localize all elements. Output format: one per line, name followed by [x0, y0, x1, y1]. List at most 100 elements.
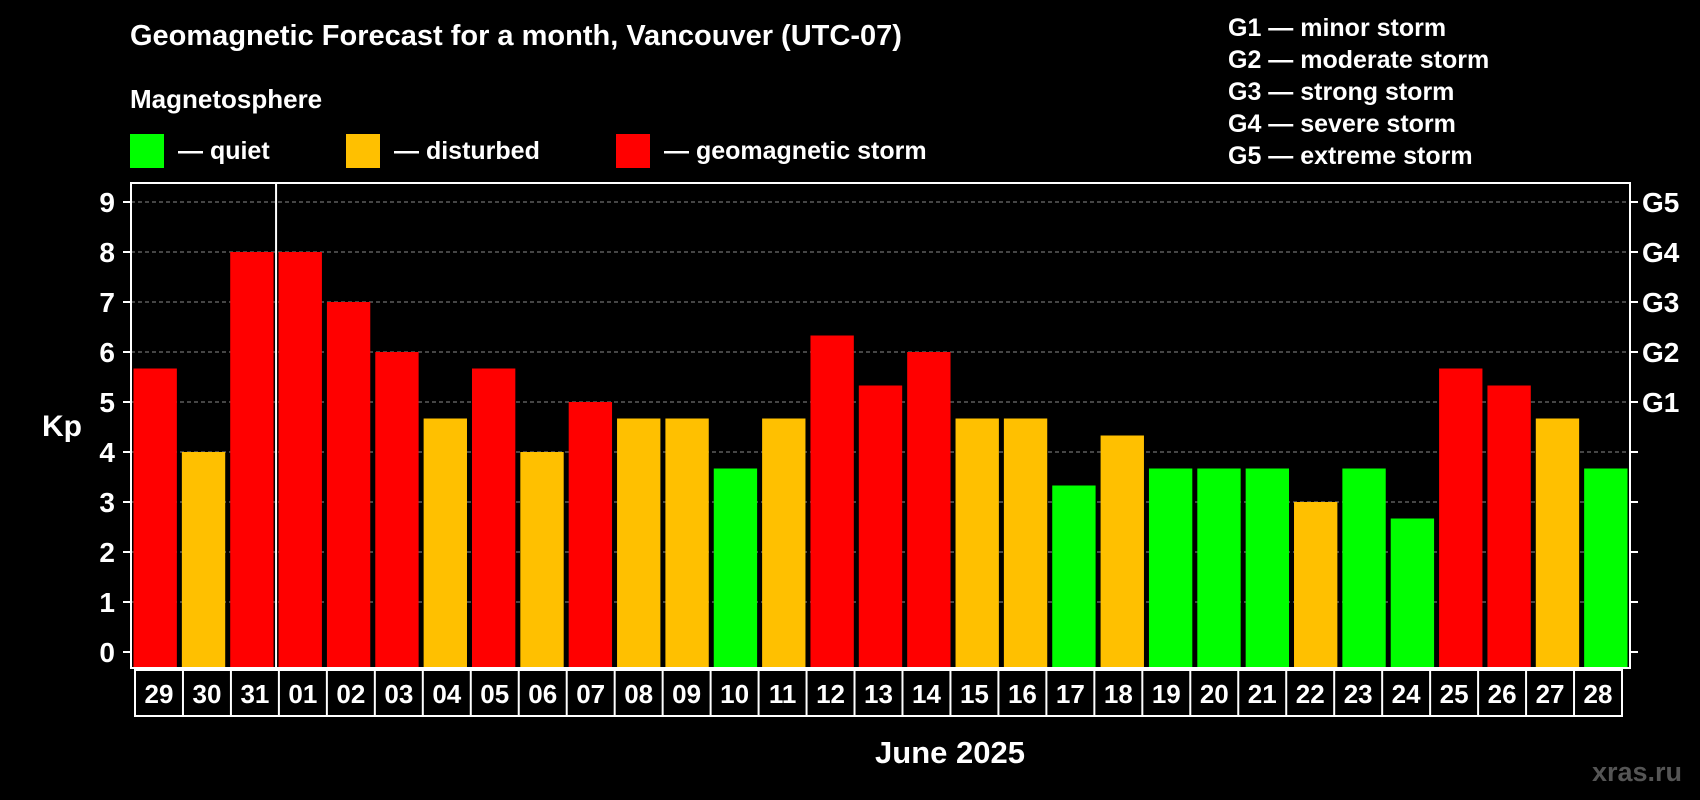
x-tick-label: 21 [1248, 679, 1277, 709]
kp-bar [326, 302, 371, 668]
kp-bar [520, 452, 564, 668]
legend-swatch-disturbed [346, 134, 380, 168]
y-tick-label: 9 [99, 187, 115, 218]
g-scale-tick-label: G4 [1642, 237, 1680, 268]
legend-label-quiet: — quiet [178, 136, 270, 165]
legend-item-quiet: — quiet [130, 134, 270, 168]
y-tick-label: 8 [99, 237, 115, 268]
kp-bar [1535, 418, 1580, 668]
x-tick-label: 14 [912, 679, 941, 709]
x-tick-label: 25 [1440, 679, 1469, 709]
x-tick-label: 12 [816, 679, 845, 709]
kp-bar [1584, 468, 1628, 668]
y-tick-label: 7 [99, 287, 115, 318]
x-tick-label: 18 [1104, 679, 1133, 709]
x-tick-label: 30 [192, 679, 221, 709]
x-tick-label: 09 [672, 679, 701, 709]
x-tick-label: 11 [769, 679, 797, 709]
g-scale-tick-label: G3 [1642, 287, 1679, 318]
kp-bar [762, 418, 806, 668]
kp-bar [617, 418, 661, 668]
x-tick-label: 31 [240, 679, 269, 709]
x-tick-label: 08 [624, 679, 653, 709]
legend-swatch-storm [616, 134, 650, 168]
x-tick-label: 10 [720, 679, 749, 709]
kp-bar [1294, 502, 1338, 668]
x-axis-label: June 2025 [875, 735, 1025, 770]
g-scale-tick-label: G5 [1642, 187, 1679, 218]
kp-bar [713, 468, 758, 668]
kp-bar [423, 418, 467, 668]
kp-bar [858, 385, 903, 668]
kp-bar [1439, 368, 1483, 668]
legend-swatch-quiet [130, 134, 164, 168]
kp-bar [133, 368, 177, 668]
g-scale-tick-label: G1 [1642, 387, 1679, 418]
g-scale-legend: G1 — minor storm G2 — moderate storm G3 … [1228, 12, 1489, 172]
kp-bar [810, 335, 854, 668]
x-tick-label: 26 [1488, 679, 1517, 709]
x-tick-label: 16 [1008, 679, 1037, 709]
g-scale-item-g1: G1 — minor storm [1228, 14, 1447, 42]
kp-bar [1390, 518, 1435, 668]
legend-item-disturbed: — disturbed [346, 134, 540, 168]
y-tick-label: 2 [99, 537, 115, 568]
g-scale-item-g3: G3 — strong storm [1228, 78, 1455, 106]
g-scale-item-g5: G5 — extreme storm [1228, 142, 1473, 170]
y-tick-label: 1 [99, 587, 115, 618]
x-tick-label: 20 [1200, 679, 1229, 709]
x-tick-label: 03 [384, 679, 413, 709]
kp-bar [471, 368, 516, 668]
kp-bar [1487, 385, 1531, 668]
x-tick-label: 05 [480, 679, 509, 709]
legend-label-storm: — geomagnetic storm [664, 136, 927, 165]
x-tick-label: 02 [336, 679, 365, 709]
y-axis-label: Kp [42, 410, 82, 443]
y-tick-label: 0 [99, 637, 115, 668]
x-tick-label: 13 [864, 679, 893, 709]
kp-bar [1197, 468, 1241, 668]
x-tick-label: 07 [576, 679, 605, 709]
g-scale-item-g2: G2 — moderate storm [1228, 46, 1490, 74]
x-tick-label: 17 [1056, 679, 1085, 709]
x-tick-label: 27 [1536, 679, 1565, 709]
y-tick-label: 6 [99, 337, 115, 368]
kp-bar [665, 418, 709, 668]
kp-bar [1052, 485, 1096, 668]
g-scale-item-g4: G4 — severe storm [1228, 110, 1456, 138]
kp-bar [568, 402, 613, 668]
kp-bar [907, 352, 951, 668]
kp-bar [278, 252, 322, 668]
y-tick-label: 3 [99, 487, 115, 518]
x-tick-label: 15 [960, 679, 989, 709]
y-tick-label: 4 [99, 437, 115, 468]
kp-bar [1342, 468, 1386, 668]
kp-bar [1148, 468, 1193, 668]
watermark: xras.ru [1591, 757, 1682, 787]
kp-bar [955, 418, 999, 668]
x-tick-label: 22 [1296, 679, 1325, 709]
y-tick-label: 5 [99, 387, 115, 418]
x-tick-label: 19 [1152, 679, 1181, 709]
kp-bar [1100, 435, 1144, 668]
kp-bar [375, 352, 419, 668]
x-tick-label: 23 [1344, 679, 1373, 709]
kp-bar [181, 452, 226, 668]
legend-label-disturbed: — disturbed [394, 136, 540, 165]
legend-title: Magnetosphere [130, 84, 323, 114]
kp-bar [1003, 418, 1048, 668]
x-tick-label: 06 [528, 679, 557, 709]
g-scale-tick-label: G2 [1642, 337, 1679, 368]
kp-bar [1245, 468, 1290, 668]
legend-item-storm: — geomagnetic storm [616, 134, 927, 168]
x-tick-label: 24 [1392, 679, 1421, 709]
x-tick-label: 01 [288, 679, 317, 709]
kp-bar [230, 252, 274, 668]
chart-title: Geomagnetic Forecast for a month, Vancou… [130, 20, 902, 52]
x-tick-label: 28 [1584, 679, 1613, 709]
plot-frame [130, 182, 1631, 669]
x-tick-label: 04 [432, 679, 461, 709]
x-tick-label: 29 [145, 679, 174, 709]
